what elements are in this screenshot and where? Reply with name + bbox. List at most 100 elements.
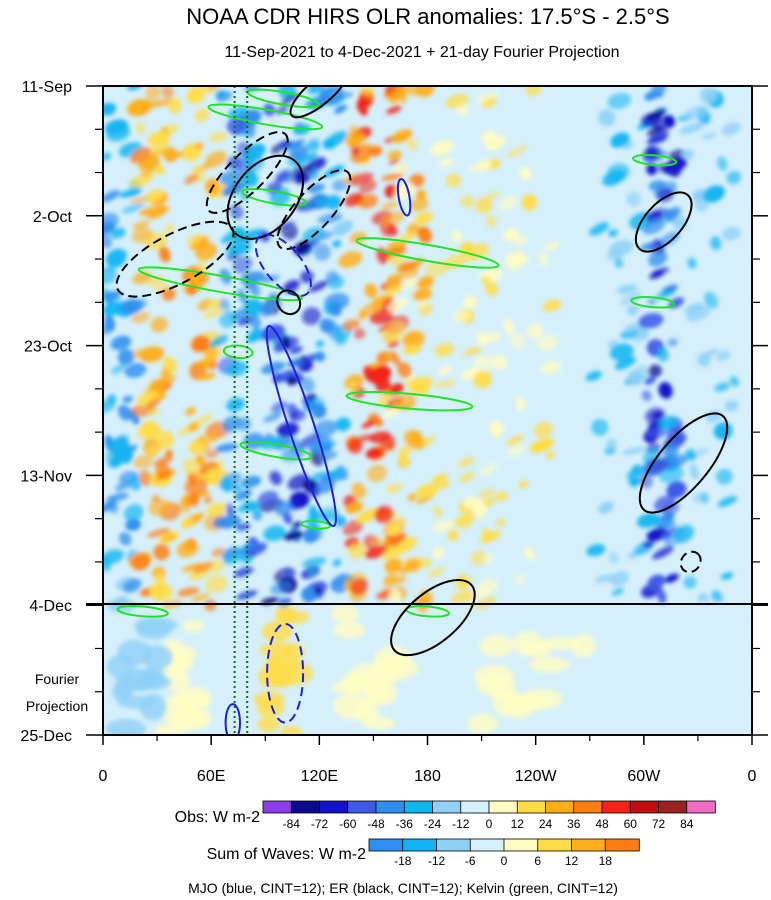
anomaly-cell xyxy=(203,496,213,504)
anomaly-cell xyxy=(658,382,673,399)
anomaly-cell xyxy=(386,483,402,494)
anomaly-cell xyxy=(146,528,171,538)
projection-cell xyxy=(277,610,310,625)
anomaly-cell xyxy=(702,185,725,203)
anomaly-cell xyxy=(335,516,347,528)
anomaly-cell xyxy=(427,567,446,578)
chart-subtitle: 11-Sep-2021 to 4-Dec-2021 + 21-day Fouri… xyxy=(224,44,619,61)
projection-cell xyxy=(690,600,727,625)
obs-colorbar-tick-label: -84 xyxy=(283,817,301,831)
anomaly-cell xyxy=(692,492,706,503)
projection-cell xyxy=(128,674,172,691)
anomaly-cell xyxy=(664,573,679,583)
anomaly-cell xyxy=(609,343,634,361)
anomaly-cell xyxy=(371,538,383,546)
anomaly-cell xyxy=(710,236,722,251)
anomaly-cell xyxy=(445,173,462,188)
anomaly-cell xyxy=(110,335,132,351)
kelvin-contour xyxy=(207,103,324,131)
projection-cell xyxy=(646,668,679,689)
anomaly-cell xyxy=(687,257,697,269)
anomaly-cell xyxy=(147,99,172,108)
anomaly-cell xyxy=(414,211,433,225)
anomaly-cell xyxy=(663,114,675,128)
anomaly-cell xyxy=(642,540,655,549)
anomaly-cell xyxy=(208,334,228,348)
anomaly-cell xyxy=(242,500,255,510)
projection-cell xyxy=(281,643,305,660)
anomaly-cell xyxy=(289,409,307,422)
anomaly-cell xyxy=(176,540,199,558)
anomaly-cell xyxy=(133,455,154,469)
anomaly-cell xyxy=(714,382,731,392)
anomaly-cell xyxy=(103,212,119,232)
y-tick-label: 23-Oct xyxy=(24,339,73,356)
anomaly-cell xyxy=(317,231,334,241)
anomaly-cell xyxy=(186,86,206,104)
anomaly-cell xyxy=(263,525,287,542)
anomaly-cell xyxy=(667,338,679,347)
anomaly-cell xyxy=(432,547,445,559)
anomaly-cell xyxy=(325,270,340,283)
anomaly-cell xyxy=(140,420,159,439)
anomaly-cell xyxy=(181,563,206,572)
anomaly-cell xyxy=(648,364,662,378)
anomaly-cell xyxy=(211,547,226,557)
anomaly-cell xyxy=(606,438,617,450)
anomaly-cell xyxy=(322,442,332,453)
anomaly-cell xyxy=(374,418,384,427)
projection-cell xyxy=(663,598,695,621)
anomaly-cell xyxy=(145,86,161,101)
anomaly-cell xyxy=(711,590,723,604)
anomaly-cell xyxy=(163,147,178,163)
projection-cell xyxy=(528,657,570,673)
anomaly-cell xyxy=(505,144,528,159)
anomaly-cell xyxy=(205,575,228,593)
anomaly-cell xyxy=(154,164,165,175)
anomaly-cell xyxy=(652,545,674,560)
anomaly-cell xyxy=(208,132,229,143)
anomaly-cell xyxy=(611,587,624,597)
anomaly-cell xyxy=(699,87,718,104)
anomaly-cell xyxy=(332,220,354,236)
anomaly-cell xyxy=(627,470,638,488)
anomaly-cell xyxy=(503,228,519,242)
obs-colorbar-tick-label: -48 xyxy=(367,817,385,831)
anomaly-cell xyxy=(475,197,493,214)
anomaly-cell xyxy=(397,362,412,379)
anomaly-cell xyxy=(715,350,731,362)
anomaly-cell xyxy=(221,475,232,493)
anomaly-cell xyxy=(361,419,377,429)
anomaly-cell xyxy=(416,189,427,200)
anomaly-cell xyxy=(205,448,220,459)
anomaly-cell xyxy=(399,277,418,290)
anomaly-cell xyxy=(407,137,418,151)
anomaly-cell xyxy=(122,578,142,593)
anomaly-cell xyxy=(223,553,244,565)
er-contour xyxy=(390,579,476,657)
anomaly-cell xyxy=(308,280,329,293)
anomaly-cell xyxy=(105,451,117,469)
anomaly-cell xyxy=(131,227,154,243)
anomaly-cell xyxy=(648,130,669,143)
anomaly-cell xyxy=(407,493,417,502)
anomaly-cell xyxy=(445,93,469,109)
anomaly-cell xyxy=(216,91,233,102)
anomaly-cell xyxy=(384,247,407,260)
anomaly-cell xyxy=(413,288,433,301)
anomaly-cell xyxy=(679,122,704,135)
anomaly-cell xyxy=(235,522,251,532)
anomaly-cell xyxy=(353,328,366,340)
anomaly-cell xyxy=(506,434,524,446)
projection-cell xyxy=(135,619,172,640)
anomaly-cell xyxy=(392,164,409,174)
anomaly-cell xyxy=(366,464,388,482)
anomaly-cell xyxy=(359,302,383,316)
anomaly-cell xyxy=(325,195,342,210)
anomaly-cell xyxy=(244,298,263,317)
anomaly-cell xyxy=(121,202,145,214)
anomaly-cell xyxy=(410,197,429,212)
anomaly-cell xyxy=(648,180,666,191)
anomaly-cell xyxy=(662,443,679,459)
anomaly-cell xyxy=(701,132,718,140)
